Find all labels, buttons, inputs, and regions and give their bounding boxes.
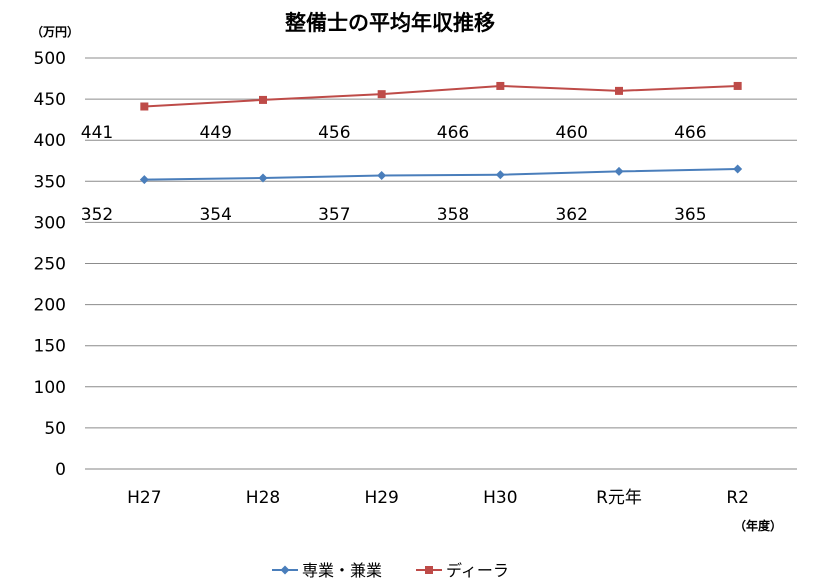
- data-label: 357: [318, 205, 350, 225]
- data-point: [139, 175, 149, 185]
- data-point: [258, 173, 268, 183]
- y-tick-label: 250: [34, 255, 66, 275]
- data-label: 352: [81, 205, 113, 225]
- data-label: 449: [199, 123, 231, 143]
- data-point: [496, 81, 505, 90]
- legend-marker: [425, 566, 433, 574]
- data-point: [733, 164, 743, 174]
- y-tick-label: 450: [34, 90, 66, 110]
- data-point: [259, 95, 267, 104]
- data-label: 365: [674, 205, 706, 225]
- data-label: 466: [674, 123, 706, 143]
- series-lines: [139, 81, 743, 185]
- y-tick-label: 100: [34, 378, 66, 398]
- y-tick-label: 50: [44, 419, 66, 439]
- legend: 専業・兼業 ディーラ: [272, 561, 509, 580]
- data-point: [614, 166, 624, 176]
- data-label: 460: [555, 123, 587, 143]
- data-label: 362: [555, 205, 587, 225]
- data-point: [377, 171, 387, 181]
- y-tick-label: 350: [34, 172, 66, 192]
- data-point: [733, 81, 742, 90]
- x-axis-unit: （年度）: [734, 518, 782, 533]
- data-label: 358: [437, 205, 469, 225]
- data-label: 441: [81, 123, 113, 143]
- series-line: [144, 84, 738, 108]
- legend-label: 専業・兼業: [302, 561, 382, 580]
- y-tick-label: 300: [34, 213, 66, 233]
- data-label: 466: [437, 123, 469, 143]
- y-axis-ticks: 0 50 100 150 200 250 300 350 400 450 500: [34, 49, 66, 480]
- x-tick-label: H28: [246, 488, 280, 508]
- x-tick-label: H29: [364, 488, 398, 508]
- x-axis-ticks: H27 H28 H29 H30 R元年 R2: [127, 488, 749, 508]
- data-point: [140, 102, 149, 111]
- gridlines: [85, 57, 797, 470]
- x-tick-label: H30: [483, 488, 517, 508]
- y-tick-label: 400: [34, 131, 66, 151]
- data-point: [377, 90, 386, 99]
- y-tick-label: 200: [34, 296, 66, 316]
- x-tick-label: R2: [726, 488, 749, 508]
- data-labels: 352 354 357 358 362 365 441 449 456 466 460 466: [81, 123, 707, 225]
- data-label: 354: [199, 205, 231, 225]
- data-point: [495, 170, 505, 180]
- y-tick-label: 150: [34, 337, 66, 357]
- legend-marker: [280, 565, 290, 575]
- y-tick-label: 0: [55, 460, 66, 480]
- y-tick-label: 500: [34, 49, 66, 69]
- data-point: [615, 86, 623, 95]
- series-line: [144, 167, 738, 181]
- legend-label: ディーラ: [446, 561, 509, 580]
- x-tick-label: R元年: [596, 488, 642, 508]
- x-tick-label: H27: [127, 488, 161, 508]
- chart-title: 整備士の平均年収推移: [285, 11, 495, 35]
- y-axis-unit: （万円）: [31, 24, 79, 39]
- data-label: 456: [318, 123, 350, 143]
